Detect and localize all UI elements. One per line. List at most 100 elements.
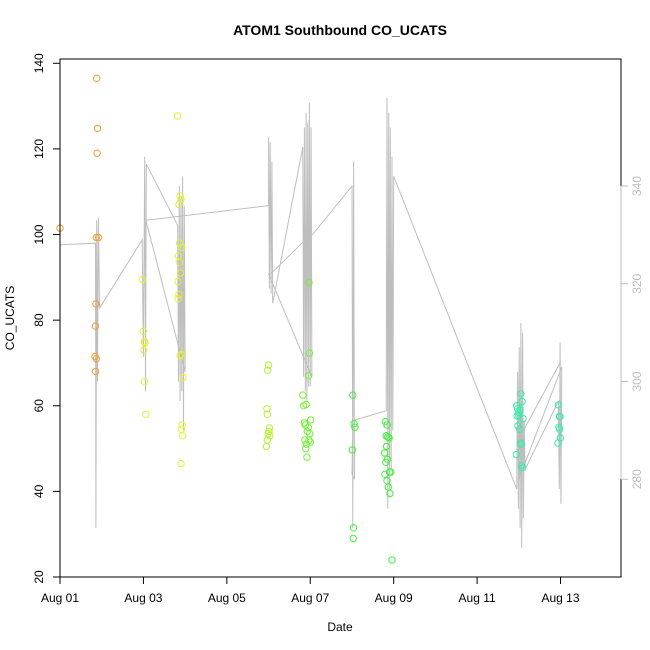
data-point-s5-p18 bbox=[556, 412, 564, 421]
data-point-s3-p12 bbox=[302, 444, 310, 453]
data-point-s1-p22 bbox=[178, 421, 186, 429]
data-point-s5-p7 bbox=[517, 390, 525, 398]
data-point-s2-p9 bbox=[262, 442, 271, 451]
data-point-s4-p12 bbox=[380, 449, 389, 457]
data-point-s4-p21 bbox=[388, 556, 396, 564]
data-point-s5-p10 bbox=[519, 414, 527, 423]
data-point-s3-p0 bbox=[299, 391, 307, 399]
data-point-s2-p0 bbox=[264, 361, 273, 369]
data-point-s1-p17 bbox=[175, 290, 183, 299]
data-point-s1-p3 bbox=[141, 339, 149, 347]
data-point-s1-p20 bbox=[176, 352, 184, 360]
x-tick-label: Aug 13 bbox=[541, 591, 579, 605]
data-point-s5-p22 bbox=[554, 439, 562, 447]
data-point-s4-p1 bbox=[350, 420, 358, 428]
data-point-s0-p1 bbox=[93, 74, 101, 83]
y-axis: 20 40 60 80 100 120 140 bbox=[32, 53, 61, 584]
y-axis-label: CO_UCATS bbox=[3, 286, 17, 350]
y2-tick-label: 320 bbox=[630, 273, 644, 293]
data-point-s4-p3 bbox=[348, 446, 357, 454]
x-tick-label: Aug 09 bbox=[375, 591, 413, 605]
data-point-s5-p16 bbox=[554, 401, 563, 409]
x-tick-label: Aug 03 bbox=[124, 591, 162, 605]
data-point-s1-p11 bbox=[176, 239, 184, 247]
data-point-s1-p19 bbox=[177, 350, 186, 359]
data-point-s3-p10 bbox=[302, 440, 311, 448]
y-tick-label: 140 bbox=[32, 53, 46, 73]
data-point-s1-p14 bbox=[175, 258, 184, 266]
data-point-s5-p8 bbox=[518, 397, 526, 406]
y2-tick-label: 300 bbox=[630, 371, 644, 391]
data-point-s2-p2 bbox=[263, 405, 271, 413]
data-point-s4-p14 bbox=[382, 458, 390, 466]
data-point-s5-p5 bbox=[514, 422, 522, 430]
data-point-s1-p7 bbox=[173, 112, 182, 120]
data-point-s4-p6 bbox=[381, 417, 389, 426]
y2-tick-label: 280 bbox=[630, 469, 644, 489]
data-point-s5-p11 bbox=[516, 439, 525, 447]
data-point-s3-p14 bbox=[304, 372, 313, 380]
data-point-s1-p12 bbox=[178, 243, 186, 252]
data-point-s3-p6 bbox=[303, 427, 311, 436]
y-tick-label: 60 bbox=[32, 399, 46, 413]
data-point-s1-p15 bbox=[176, 269, 185, 277]
data-point-s4-p20 bbox=[386, 489, 394, 498]
data-point-s4-p11 bbox=[382, 442, 391, 451]
data-point-s2-p4 bbox=[265, 424, 274, 432]
data-point-s3-p15 bbox=[305, 349, 314, 357]
data-point-s4-p0 bbox=[349, 391, 357, 399]
data-point-s5-p6 bbox=[515, 425, 524, 433]
x-tick-label: Aug 07 bbox=[291, 591, 329, 605]
y-tick-label: 80 bbox=[32, 313, 46, 327]
y-tick-label: 100 bbox=[32, 224, 46, 244]
data-point-s1-p2 bbox=[140, 337, 149, 346]
y-tick-label: 20 bbox=[32, 570, 46, 584]
data-point-s1-p10 bbox=[177, 195, 185, 204]
x-tick-label: Aug 11 bbox=[459, 591, 496, 605]
data-point-s1-p1 bbox=[139, 327, 148, 335]
data-point-s0-p6 bbox=[92, 300, 100, 308]
x-axis: Aug 01 Aug 03 Aug 05 Aug 07 Aug 09 Aug 11 Aug … bbox=[41, 576, 580, 605]
x-axis-label: Date bbox=[327, 620, 353, 634]
data-point-s0-p5 bbox=[94, 233, 103, 242]
data-point-s5-p9 bbox=[516, 406, 524, 414]
data-point-s2-p1 bbox=[264, 366, 272, 374]
data-point-s3-p11 bbox=[306, 438, 314, 446]
data-point-s1-p4 bbox=[140, 346, 148, 354]
data-point-s1-p25 bbox=[177, 459, 185, 468]
data-point-s1-p5 bbox=[141, 378, 149, 386]
data-point-s5-p15 bbox=[518, 464, 527, 472]
y-tick-label: 40 bbox=[32, 484, 46, 498]
data-point-s2-p3 bbox=[263, 410, 271, 418]
data-point-s3-p2 bbox=[302, 400, 310, 409]
y-tick-label: 120 bbox=[32, 139, 46, 159]
data-point-s5-p12 bbox=[517, 440, 525, 448]
data-point-s2-p7 bbox=[266, 432, 274, 440]
data-point-s0-p2 bbox=[93, 124, 102, 133]
data-point-s3-p8 bbox=[305, 436, 313, 444]
data-point-s5-p13 bbox=[512, 450, 520, 459]
data-point-s4-p5 bbox=[349, 534, 357, 543]
chart-title: ATOM1 Southbound CO_UCATS bbox=[233, 22, 447, 38]
y2-tick-label: 340 bbox=[630, 176, 644, 196]
data-point-s4-p7 bbox=[383, 421, 391, 429]
data-point-s4-p2 bbox=[351, 423, 359, 431]
data-point-s1-p6 bbox=[142, 410, 150, 418]
data-point-s1-p18 bbox=[174, 295, 182, 303]
data-point-s4-p17 bbox=[381, 470, 389, 478]
data-point-s5-p2 bbox=[514, 408, 523, 416]
data-point-s0-p10 bbox=[91, 367, 100, 376]
data-point-s1-p9 bbox=[176, 192, 184, 200]
data-point-s4-p4 bbox=[349, 524, 358, 532]
data-point-s4-p9 bbox=[384, 433, 392, 441]
data-point-s1-p16 bbox=[174, 277, 182, 286]
data-point-s0-p9 bbox=[92, 355, 101, 363]
y2-axis: 280 300 320 340 bbox=[620, 176, 644, 489]
data-point-s3-p13 bbox=[303, 453, 311, 461]
x-tick-label: Aug 05 bbox=[208, 591, 246, 605]
data-point-s5-p20 bbox=[556, 425, 564, 433]
data-point-s0-p7 bbox=[91, 322, 100, 330]
data-point-s1-p0 bbox=[138, 275, 147, 284]
data-point-s4-p10 bbox=[385, 434, 393, 442]
